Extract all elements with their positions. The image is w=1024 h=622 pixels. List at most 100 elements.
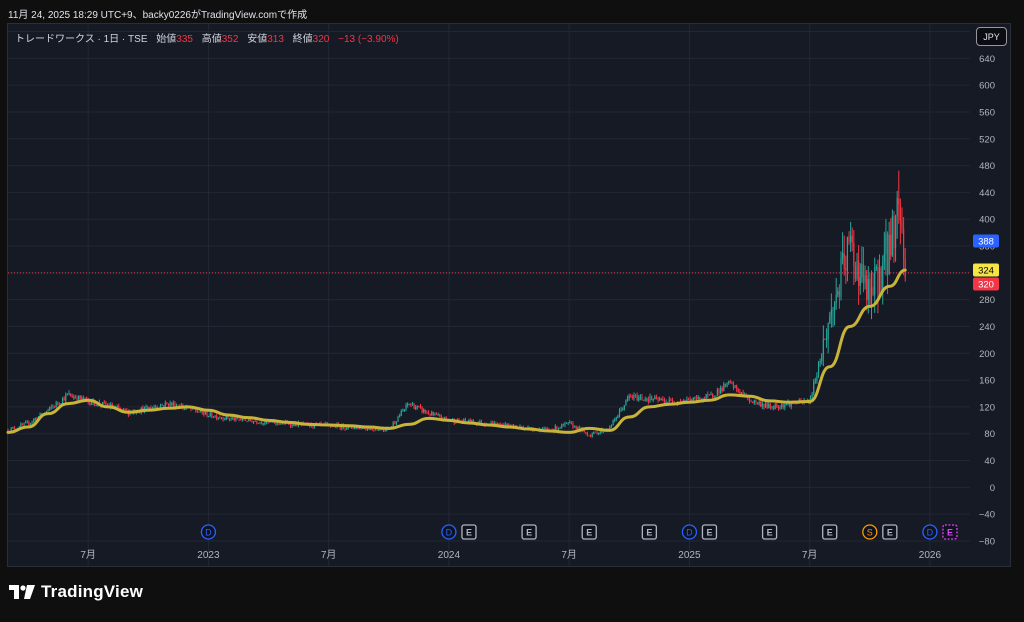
- candle-body: [578, 426, 580, 431]
- candle-body: [686, 399, 688, 402]
- candle-body: [567, 422, 569, 424]
- candle-body: [739, 391, 741, 394]
- candle-body: [789, 402, 791, 407]
- candle-body: [198, 411, 200, 413]
- candle-body: [209, 412, 211, 417]
- candle-body: [227, 415, 229, 419]
- candle-body: [853, 242, 855, 266]
- y-tick-label: 480: [979, 161, 995, 172]
- candle-body: [76, 398, 78, 401]
- candle-body: [848, 236, 850, 243]
- candle-body: [392, 422, 394, 427]
- y-tick-label: 120: [979, 402, 995, 413]
- candle-body: [729, 381, 731, 383]
- candle-body: [214, 415, 216, 418]
- event-label: D: [927, 528, 934, 538]
- candle-body: [882, 262, 884, 291]
- candle-body: [498, 423, 500, 425]
- candle-body: [813, 381, 815, 394]
- candle-body: [171, 402, 173, 405]
- chart-panel[interactable]: [7, 23, 1011, 567]
- candle-body: [634, 395, 637, 396]
- candle-body: [464, 419, 467, 422]
- candle-body: [201, 409, 203, 413]
- candle-body: [614, 419, 616, 421]
- candle-body: [174, 403, 176, 408]
- y-tick-label: 200: [979, 349, 995, 360]
- candle-body: [427, 412, 430, 415]
- x-tick-label: 2024: [438, 550, 461, 561]
- candle-body: [707, 394, 709, 396]
- candle-body: [45, 410, 48, 413]
- candle-body: [694, 397, 696, 399]
- symbol-name[interactable]: トレードワークス · 1日 · TSE: [15, 34, 148, 45]
- candle-body: [118, 406, 120, 409]
- event-label: E: [466, 528, 472, 538]
- y-tick-label: 640: [979, 54, 995, 65]
- candle-body: [235, 416, 237, 421]
- candle-body: [506, 423, 508, 428]
- candle-body: [670, 399, 672, 401]
- candle-body: [521, 426, 523, 428]
- high-label: 高値: [201, 34, 222, 45]
- candle-body: [591, 433, 593, 437]
- candle-body: [212, 417, 215, 419]
- candle-body: [257, 422, 259, 424]
- candle-body: [370, 428, 372, 430]
- candle-body: [260, 421, 263, 424]
- candle-body: [779, 406, 781, 409]
- price-tag: [973, 263, 999, 277]
- candle-body: [636, 395, 638, 401]
- event-circle: [441, 524, 457, 540]
- candle-body: [291, 423, 293, 427]
- candle-body: [431, 412, 433, 416]
- candle-body: [785, 404, 788, 406]
- y-tick-label: 80: [984, 429, 995, 440]
- candle-body: [756, 402, 759, 405]
- candle-body: [47, 409, 49, 411]
- candle-body: [899, 204, 901, 221]
- candle-body: [355, 427, 357, 428]
- candle-body: [638, 397, 640, 401]
- candle-body: [490, 422, 492, 425]
- candle-body: [254, 421, 256, 422]
- candle-body: [856, 260, 858, 280]
- candle-body: [275, 421, 277, 424]
- candle-body: [764, 403, 767, 408]
- candle-body: [365, 428, 367, 430]
- candle-body: [782, 404, 784, 408]
- candle-body: [71, 396, 73, 398]
- y-tick-label: −40: [979, 510, 995, 521]
- event-label: E: [767, 528, 773, 538]
- candle-body: [840, 258, 842, 297]
- candle-body: [312, 426, 314, 428]
- event-marker-e_future: E: [942, 524, 958, 540]
- change-value: −13 (−3.90%): [338, 34, 399, 45]
- candle-body: [397, 417, 399, 422]
- candle-body: [400, 411, 402, 416]
- candle-body: [726, 382, 728, 388]
- candle-body: [543, 428, 545, 430]
- candle-body: [622, 409, 624, 410]
- candle-body: [633, 395, 635, 399]
- event-box: [641, 524, 657, 540]
- candle-body: [246, 420, 248, 422]
- candle-body: [418, 406, 420, 407]
- currency-button[interactable]: JPY: [976, 27, 1007, 46]
- event-label: E: [947, 528, 953, 538]
- y-tick-label: 400: [979, 215, 995, 226]
- candle-body: [248, 418, 250, 422]
- candle-body: [244, 420, 247, 421]
- event-box: [701, 524, 718, 540]
- candle-body: [203, 412, 205, 415]
- candle-body: [122, 408, 125, 410]
- y-tick-label: 240: [979, 322, 995, 333]
- candle-body: [408, 404, 410, 405]
- candle-body: [413, 404, 415, 409]
- candle-body: [509, 425, 511, 426]
- candle-body: [626, 398, 629, 401]
- candle-body: [216, 415, 218, 419]
- candle-body: [78, 395, 80, 401]
